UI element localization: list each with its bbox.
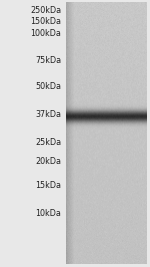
Text: 20kDa: 20kDa (36, 157, 62, 166)
Text: 25kDa: 25kDa (35, 138, 62, 147)
Text: 37kDa: 37kDa (36, 110, 62, 119)
Text: 10kDa: 10kDa (36, 209, 62, 218)
Text: 150kDa: 150kDa (30, 17, 62, 26)
Text: 250kDa: 250kDa (30, 6, 62, 15)
Text: 50kDa: 50kDa (36, 82, 62, 91)
Text: 100kDa: 100kDa (31, 29, 62, 38)
Text: 75kDa: 75kDa (35, 56, 62, 65)
Text: 15kDa: 15kDa (36, 181, 62, 190)
